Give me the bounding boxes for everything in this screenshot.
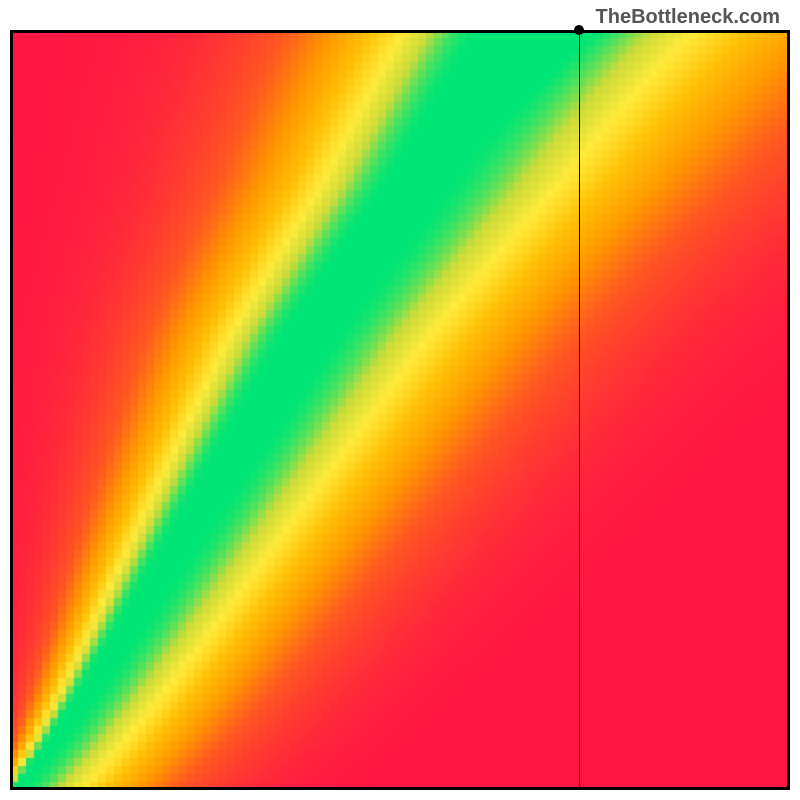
- heatmap-chart: [10, 30, 790, 790]
- marker-dot: [574, 25, 584, 35]
- watermark-text: TheBottleneck.com: [596, 6, 780, 29]
- heatmap-canvas: [10, 30, 790, 790]
- vertical-marker-line: [579, 30, 580, 790]
